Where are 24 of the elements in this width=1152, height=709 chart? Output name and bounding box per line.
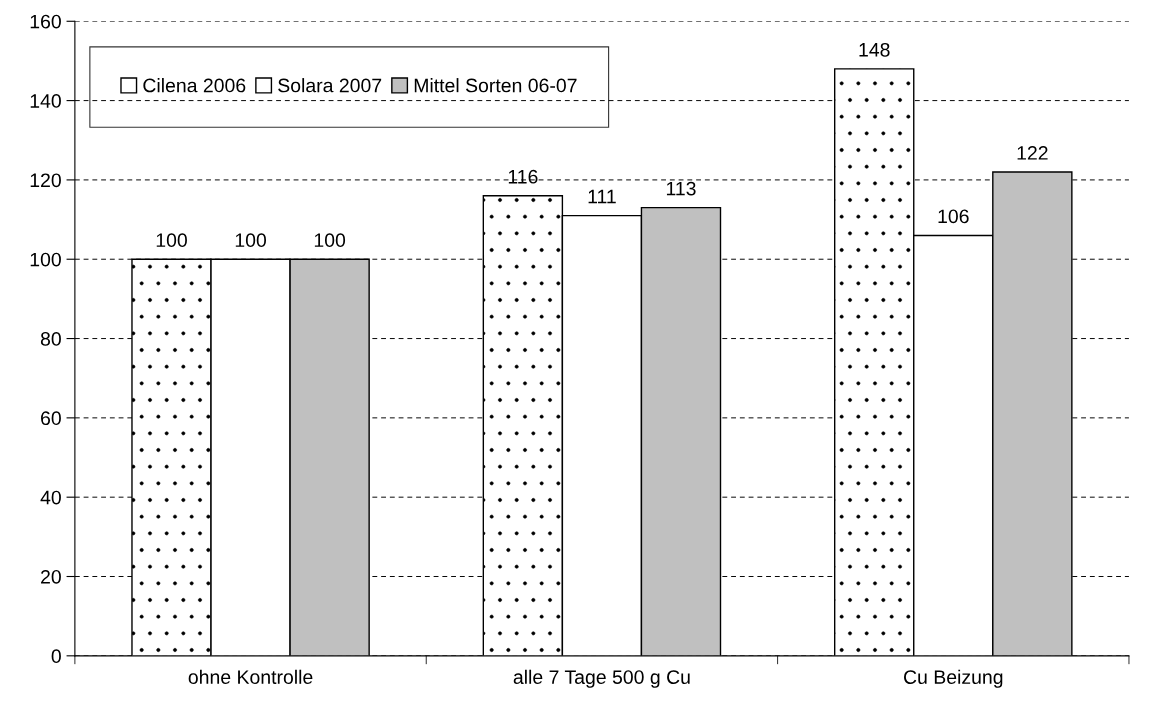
y-tick-label: 60 xyxy=(41,411,61,426)
x-tick-label: Cu Beizung xyxy=(904,669,1003,688)
y-tick-label: 140 xyxy=(30,94,61,108)
data-label: 116 xyxy=(508,169,538,184)
data-label: 148 xyxy=(859,42,890,57)
y-tick-label: 160 xyxy=(30,14,61,29)
data-label: 122 xyxy=(1017,146,1048,160)
data-label: 100 xyxy=(235,233,267,248)
y-tick-label: 80 xyxy=(40,332,61,346)
legend-label: Solara 2007 xyxy=(278,78,382,93)
y-tick-label: 40 xyxy=(40,490,61,505)
y-tick-label: 100 xyxy=(30,252,61,267)
data-label: 106 xyxy=(938,209,969,224)
legend-label: Mittel Sorten 06-07 xyxy=(414,78,577,93)
data-label: 100 xyxy=(314,233,346,248)
x-tick-label: ohne Kontrolle xyxy=(188,669,313,684)
y-tick-label: 0 xyxy=(51,649,61,664)
legend-label: Cilena 2006 xyxy=(143,78,246,93)
x-tick-label: alle 7 Tage 500 g Cu xyxy=(513,669,690,688)
y-tick-label: 120 xyxy=(30,173,61,188)
data-label: 111 xyxy=(588,189,616,204)
data-label: 100 xyxy=(156,233,187,248)
data-label: 113 xyxy=(666,181,696,196)
y-tick-label: 20 xyxy=(41,569,61,584)
